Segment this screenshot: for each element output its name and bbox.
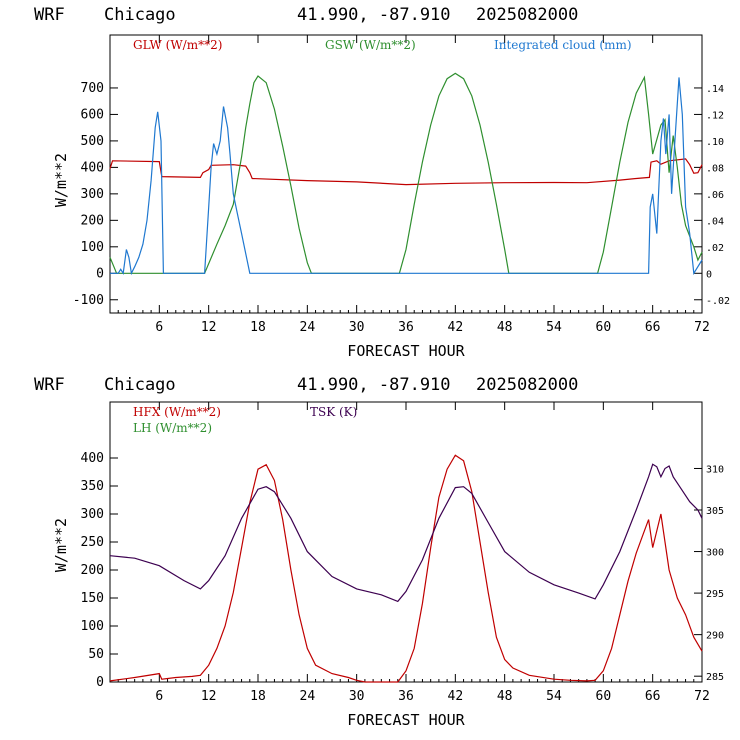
- chart-2: WRF Chicago 41.990, -87.910 2025082000 6…: [34, 375, 724, 729]
- chart-1-y2-tick-label: .08: [706, 163, 724, 174]
- chart-1-x-tick-label: 6: [155, 320, 163, 335]
- chart-2-x-axis-label: FORECAST HOUR: [347, 711, 465, 729]
- chart-1-y-tick-label: -100: [73, 293, 104, 308]
- chart-2-x-tick-label: 48: [497, 689, 513, 704]
- chart-2-y-tick-label: 100: [81, 619, 104, 634]
- chart-1-y2-ticks: -.02 0 .02 .04 .06 .08 .10 .12 .14: [694, 84, 730, 307]
- chart-2-y-tick-label: 300: [81, 507, 104, 522]
- chart-1-x-tick-label: 12: [201, 320, 217, 335]
- chart-1-y2-tick-label: .12: [706, 110, 724, 121]
- chart-1-y2-tick-label: 0: [706, 269, 712, 280]
- chart-1-y2-tick-label: .02: [706, 243, 724, 254]
- chart-1-header-run: 2025082000: [476, 5, 578, 25]
- chart-2-x-tick-label: 36: [398, 689, 414, 704]
- chart-2-y-tick-label: 150: [81, 591, 104, 606]
- chart-2-header-location: Chicago: [104, 375, 176, 395]
- chart-1-y2-tick-label: .10: [706, 137, 724, 148]
- chart-2-x-tick-label: 60: [596, 689, 612, 704]
- chart-2-y-tick-label: 250: [81, 535, 104, 550]
- chart-1-plot-frame: [109, 34, 703, 314]
- chart-1-y2-tick-label: -.02: [706, 296, 730, 307]
- chart-1-header-location: Chicago: [104, 5, 176, 25]
- chart-1-y-tick-label: 100: [81, 240, 104, 255]
- chart-1-series: [109, 72, 703, 276]
- chart-1-header-model: WRF: [34, 5, 65, 25]
- chart-1-x-axis-label: FORECAST HOUR: [347, 342, 465, 360]
- chart-1-y-axis-label: W/m**2: [52, 153, 70, 207]
- chart-2-header-coords: 41.990, -87.910: [297, 375, 451, 395]
- chart-2-x-ticks: 6 12 18 24 30 36 42 48 54 60 66 72: [117, 402, 710, 704]
- chart-2-x-tick-label: 30: [349, 689, 365, 704]
- chart-1-x-tick-label: 60: [596, 320, 612, 335]
- chart-2-x-tick-label: 42: [448, 689, 464, 704]
- chart-2-x-tick-label: 72: [694, 689, 710, 704]
- chart-1-y-tick-label: 0: [96, 266, 104, 281]
- chart-2-y2-ticks: 285 290 295 300 305 310: [694, 464, 724, 683]
- chart-1-x-tick-label: 54: [546, 320, 562, 335]
- chart-1-x-ticks: 6 12 18 24 30 36 42 48 54 60 66 72: [117, 35, 710, 335]
- chart-1-header-coords: 41.990, -87.910: [297, 5, 451, 25]
- chart-2-y2-tick-label: 295: [706, 589, 724, 600]
- chart-2-header-model: WRF: [34, 375, 65, 395]
- chart-1-y-tick-label: 200: [81, 213, 104, 228]
- chart-2-legend-hfx: HFX (W/m**2): [133, 405, 221, 419]
- chart-2-y-tick-label: 200: [81, 563, 104, 578]
- chart-2-x-tick-label: 24: [300, 689, 316, 704]
- chart-1-x-tick-label: 48: [497, 320, 513, 335]
- chart-1-y-tick-label: 600: [81, 107, 104, 122]
- chart-2-series-line-2: [109, 463, 703, 603]
- chart-1-y-tick-label: 500: [81, 134, 104, 149]
- chart-2-y2-tick-label: 305: [706, 506, 724, 517]
- chart-2-legend-lh: LH (W/m**2): [133, 421, 212, 435]
- chart-1-x-tick-label: 30: [349, 320, 365, 335]
- chart-1-x-tick-label: 72: [694, 320, 710, 335]
- chart-2-y2-tick-label: 285: [706, 672, 724, 683]
- chart-1-y-tick-label: 700: [81, 81, 104, 96]
- chart-1-x-tick-label: 18: [250, 320, 266, 335]
- chart-2-x-tick-label: 12: [201, 689, 217, 704]
- chart-2-y-tick-label: 350: [81, 479, 104, 494]
- chart-2-y2-tick-label: 310: [706, 464, 724, 475]
- chart-1-legend-gsw: GSW (W/m**2): [325, 38, 416, 52]
- chart-2-y-tick-label: 400: [81, 451, 104, 466]
- chart-1-y-ticks: -100 0 100 200 300 400 500 600 700: [73, 81, 118, 308]
- chart-1-legend-glw: GLW (W/m**2): [133, 38, 222, 52]
- chart-1-series-line-2: [110, 77, 703, 276]
- chart-1-y-tick-label: 400: [81, 160, 104, 175]
- chart-2-y-tick-label: 50: [88, 647, 104, 662]
- chart-2-y-axis-label: W/m**2: [52, 518, 70, 572]
- chart-1-legend-cloud: Integrated cloud (mm): [494, 38, 632, 52]
- chart-1-x-tick-label: 42: [448, 320, 464, 335]
- chart-1-y2-tick-label: .04: [706, 216, 724, 227]
- chart-1-series-line-0: [109, 158, 703, 186]
- chart-2-legend-tsk: TSK (K): [310, 405, 357, 419]
- chart-2-header-run: 2025082000: [476, 375, 578, 395]
- chart-1-x-tick-label: 36: [398, 320, 414, 335]
- chart-2-x-tick-label: 54: [546, 689, 562, 704]
- chart-2-series-line-0: [109, 454, 703, 683]
- chart-2-x-tick-label: 18: [250, 689, 266, 704]
- chart-2-y2-tick-label: 290: [706, 631, 724, 642]
- chart-2-x-tick-label: 6: [155, 689, 163, 704]
- chart-1-y2-tick-label: .06: [706, 190, 724, 201]
- chart-1-y2-tick-label: .14: [706, 84, 724, 95]
- chart-2-x-tick-label: 66: [645, 689, 661, 704]
- chart-2-series: [109, 454, 703, 683]
- chart-1-series-line-1: [109, 72, 703, 274]
- chart-2-y2-tick-label: 300: [706, 548, 724, 559]
- chart-1: WRF Chicago 41.990, -87.910 2025082000 6…: [34, 5, 730, 360]
- chart-1-x-tick-label: 66: [645, 320, 661, 335]
- chart-1-x-tick-label: 24: [300, 320, 316, 335]
- chart-2-y-ticks: 0 50 100 150 200 250 300 350 400: [81, 451, 118, 690]
- chart-2-y-tick-label: 0: [96, 675, 104, 690]
- chart-1-y-tick-label: 300: [81, 187, 104, 202]
